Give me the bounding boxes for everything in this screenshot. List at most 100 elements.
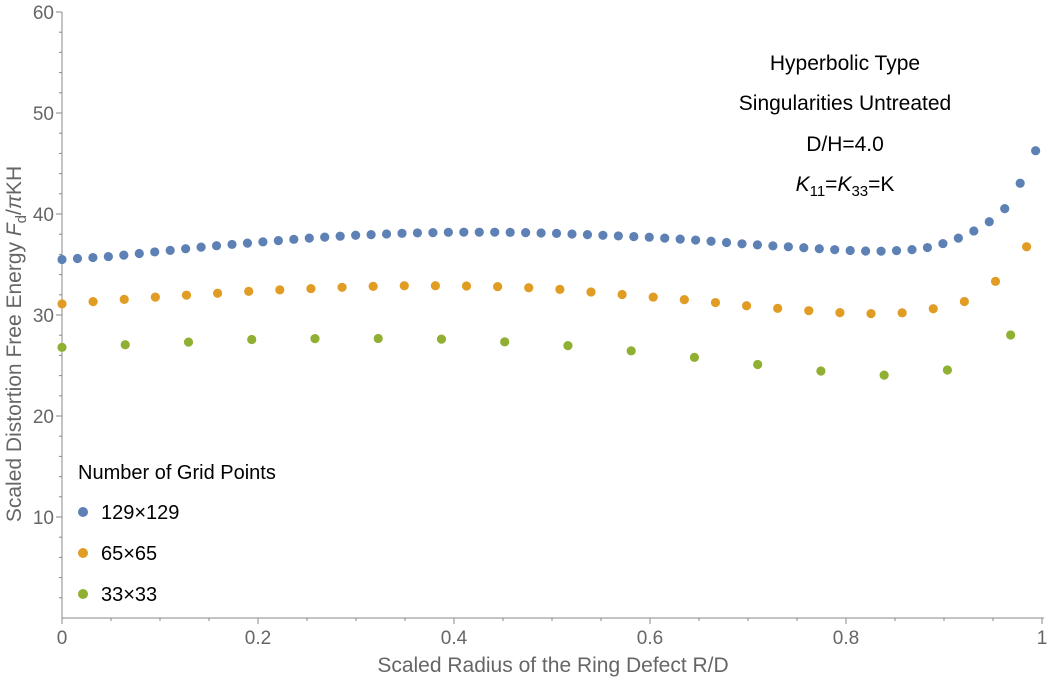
data-point <box>524 283 534 293</box>
data-point <box>505 227 515 237</box>
data-point <box>773 303 783 313</box>
x-tick-label: 0.8 <box>833 628 859 649</box>
annotation-elastic-constants: K11=K33=K <box>796 173 895 200</box>
data-point <box>244 286 254 296</box>
data-point <box>428 228 438 238</box>
annotation-ratio: D/H=4.0 <box>806 133 884 156</box>
data-point <box>536 228 546 238</box>
data-point <box>1000 203 1010 214</box>
data-point <box>783 242 793 252</box>
data-point <box>436 334 447 344</box>
data-point <box>613 231 623 241</box>
data-point <box>461 281 472 291</box>
data-point <box>598 230 608 240</box>
data-point <box>551 228 562 238</box>
legend-marker-65 <box>78 548 88 558</box>
data-point <box>310 334 320 344</box>
x-tick-label: 0.4 <box>441 628 468 649</box>
data-point <box>368 281 378 291</box>
data-point <box>183 337 194 347</box>
data-point <box>119 294 129 305</box>
data-point <box>891 246 902 256</box>
data-point <box>521 228 531 238</box>
data-point <box>320 232 330 242</box>
data-point <box>275 285 285 295</box>
data-point <box>181 244 191 254</box>
data-point <box>753 359 763 370</box>
annotation-singularities: Singularities Untreated <box>739 92 951 115</box>
data-point <box>804 306 814 316</box>
data-point <box>1022 242 1032 252</box>
data-point <box>741 301 752 311</box>
data-point <box>555 284 565 294</box>
data-point <box>866 309 876 319</box>
data-point <box>752 240 763 250</box>
x-axis-ticks: 0 0.2 0.4 0.6 0.8 1 <box>57 618 1047 649</box>
data-point <box>959 296 969 307</box>
data-point <box>227 239 237 250</box>
data-point <box>814 244 824 254</box>
data-point <box>459 227 469 237</box>
data-point <box>845 245 855 256</box>
data-point <box>648 292 658 302</box>
data-point <box>120 340 130 350</box>
data-point <box>1031 146 1041 156</box>
data-point <box>490 227 500 237</box>
data-point <box>737 239 747 249</box>
y-tick-label: 60 <box>33 3 54 24</box>
data-point <box>1006 330 1016 340</box>
data-point <box>247 334 257 345</box>
data-point <box>430 281 440 291</box>
data-point <box>351 230 361 240</box>
data-point <box>72 253 83 264</box>
data-point <box>938 238 948 249</box>
legend-label-33: 33×33 <box>101 584 157 606</box>
data-point <box>830 245 840 255</box>
data-point <box>675 234 685 244</box>
data-point <box>57 342 67 352</box>
data-point <box>306 283 316 294</box>
data-point <box>879 370 889 380</box>
data-point <box>134 248 144 259</box>
data-point <box>443 227 453 237</box>
data-point <box>165 245 175 255</box>
legend-marker-129 <box>78 507 88 517</box>
data-point <box>897 308 907 318</box>
data-point <box>629 231 639 242</box>
legend-marker-33 <box>78 589 88 599</box>
y-tick-label: 50 <box>33 104 54 125</box>
data-point <box>242 238 253 248</box>
data-point <box>721 237 732 248</box>
data-point <box>990 276 1001 286</box>
data-point <box>119 250 129 260</box>
data-point <box>88 252 98 263</box>
data-point <box>679 295 689 305</box>
data-point <box>567 229 577 239</box>
y-tick-label: 40 <box>33 205 54 226</box>
data-point <box>412 228 423 238</box>
y-axis-title: Scaled Distortion Free Energy Fd/πKH <box>3 166 30 522</box>
data-point <box>57 254 67 265</box>
data-point <box>1015 178 1025 188</box>
data-point <box>706 236 716 246</box>
data-point <box>88 297 98 307</box>
data-point <box>861 246 871 256</box>
data-point <box>304 233 314 243</box>
data-point <box>626 346 636 356</box>
x-tick-label: 0.6 <box>637 628 663 649</box>
series-33x33 <box>57 330 1016 380</box>
data-point <box>493 282 503 292</box>
data-point <box>969 226 979 236</box>
data-point <box>500 337 510 347</box>
x-tick-label: 0.2 <box>245 628 271 649</box>
data-point <box>366 229 376 240</box>
data-point <box>397 228 407 238</box>
data-point <box>381 229 392 239</box>
data-point <box>273 236 283 246</box>
data-point <box>196 242 206 252</box>
data-point <box>942 365 952 375</box>
data-point <box>258 237 268 247</box>
y-tick-label: 10 <box>33 508 54 529</box>
legend-label-129: 129×129 <box>101 502 179 524</box>
